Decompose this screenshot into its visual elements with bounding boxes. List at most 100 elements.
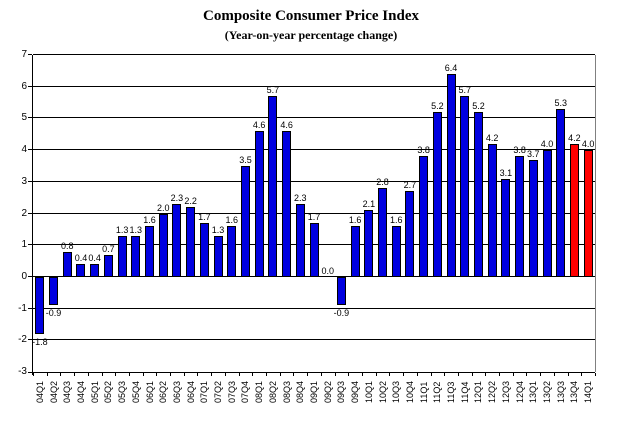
- x-axis-label: 11Q4: [459, 381, 470, 403]
- bar-value-label: 0.7: [102, 243, 115, 254]
- bar: [473, 112, 483, 277]
- bar: [336, 276, 346, 306]
- bar: [419, 156, 429, 277]
- bar-value-label: 1.3: [129, 224, 143, 235]
- x-tick: [224, 373, 226, 376]
- bar-value-label: 2.2: [184, 196, 197, 207]
- bar-value-label: 2.3: [170, 192, 184, 203]
- bar-value-label: 1.6: [389, 215, 403, 226]
- x-axis-label: 13Q2: [542, 380, 553, 403]
- x-tick: [348, 373, 350, 376]
- bar-value-label: 5.2: [431, 101, 444, 112]
- x-tick: [526, 373, 528, 376]
- bar: [542, 150, 552, 277]
- x-tick: [403, 373, 405, 376]
- x-tick: [238, 373, 240, 376]
- x-tick: [156, 373, 158, 376]
- bar: [487, 143, 497, 277]
- x-tick: [266, 373, 268, 376]
- x-axis-label: 11Q3: [446, 381, 457, 403]
- bar-value-label: 3.8: [417, 145, 430, 156]
- x-tick: [46, 373, 48, 376]
- x-tick: [252, 373, 254, 376]
- bar: [131, 235, 141, 277]
- bar: [295, 203, 305, 277]
- x-axis-label: 09Q1: [309, 380, 319, 403]
- y-axis-label: -3: [18, 366, 27, 377]
- x-tick: [33, 373, 34, 376]
- y-axis-label: 2: [21, 207, 27, 219]
- y-tick: [28, 85, 32, 87]
- bar: [501, 178, 511, 277]
- x-axis-label: 11Q2: [432, 381, 443, 403]
- x-tick: [499, 373, 501, 376]
- bar-value-label: 4.2: [485, 132, 499, 143]
- x-tick: [115, 373, 117, 376]
- y-tick: [28, 149, 32, 151]
- x-tick: [197, 373, 199, 376]
- x-axis-label: 08Q1: [254, 380, 265, 403]
- bar: [117, 235, 127, 277]
- x-tick: [87, 373, 89, 376]
- y-axis-label: 0: [21, 270, 27, 282]
- bar: [515, 156, 525, 277]
- bar-value-label: 5.7: [458, 85, 472, 96]
- bar-value-label: 4.0: [540, 139, 554, 150]
- y-tick: [28, 275, 32, 277]
- bar-value-label: 2.8: [376, 177, 389, 188]
- bar-value-label: 0.4: [88, 253, 101, 264]
- bar: [227, 226, 237, 277]
- bar: [446, 74, 456, 277]
- bar-value-label: 3.7: [527, 148, 540, 159]
- bar: [213, 235, 223, 277]
- x-axis-label: 06Q4: [185, 380, 196, 403]
- x-axis-label: 04Q4: [75, 380, 86, 403]
- bar-value-label: 2.3: [294, 192, 307, 203]
- bar-value-label: 3.8: [513, 145, 526, 156]
- bar: [309, 223, 319, 277]
- x-axis-label: 07Q3: [226, 380, 237, 403]
- x-axis-label: 13Q3: [555, 380, 566, 403]
- bar-value-label: 3.5: [239, 154, 252, 165]
- x-axis-label: 05Q2: [103, 380, 114, 403]
- bar-value-label: 1.6: [348, 215, 362, 226]
- bar-value-label: 1.6: [143, 215, 156, 226]
- x-tick: [375, 373, 377, 376]
- bar: [391, 226, 401, 277]
- x-axis-label: 10Q2: [377, 380, 388, 403]
- gridline: [33, 180, 595, 182]
- y-tick: [28, 180, 32, 182]
- bar: [172, 203, 182, 277]
- y-tick: [28, 372, 32, 373]
- bar-value-label: 0.8: [61, 240, 74, 251]
- y-tick: [28, 244, 32, 246]
- bar: [268, 96, 278, 277]
- y-tick: [28, 117, 32, 119]
- gridline: [33, 149, 595, 151]
- x-axis-label: 05Q4: [130, 380, 141, 403]
- plot-right-border: [595, 55, 596, 372]
- bar: [350, 226, 360, 277]
- x-tick: [307, 373, 309, 376]
- bar: [90, 264, 100, 277]
- y-axis-label: 7: [21, 49, 27, 60]
- x-tick: [595, 373, 596, 376]
- bar-value-label: 1.7: [307, 212, 321, 222]
- gridline: [33, 117, 595, 119]
- x-tick: [581, 373, 583, 376]
- bar-value-label: 2.0: [156, 202, 170, 213]
- x-axis-label: 04Q2: [48, 380, 59, 403]
- bar-value-label: 3.1: [499, 167, 513, 178]
- bar: [405, 191, 415, 277]
- bar: [460, 96, 470, 277]
- y-tick: [28, 307, 32, 309]
- x-tick: [183, 373, 185, 376]
- gridline: [33, 54, 595, 55]
- bar: [199, 223, 209, 277]
- bar: [364, 210, 374, 277]
- x-axis-label: 12Q4: [514, 380, 525, 403]
- bar: [158, 213, 168, 277]
- y-axis-label: -1: [18, 302, 27, 314]
- x-axis-label: 13Q4: [569, 380, 580, 403]
